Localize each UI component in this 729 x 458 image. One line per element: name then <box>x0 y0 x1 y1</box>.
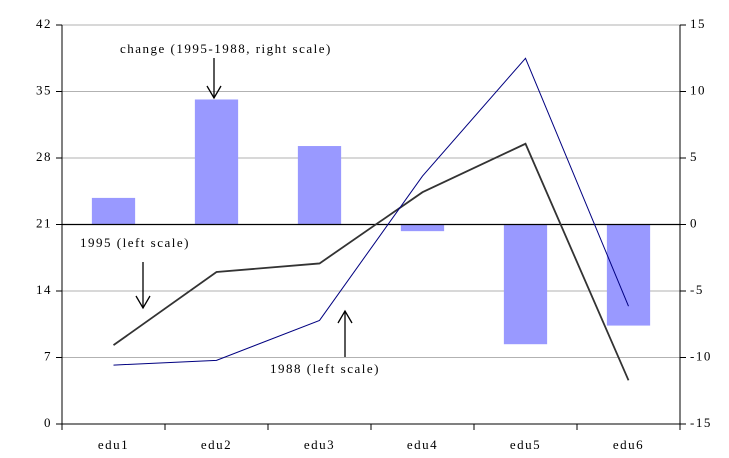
y2-tick-label: 15 <box>690 16 706 31</box>
y2-tick-label: -15 <box>690 415 712 430</box>
arrows <box>135 58 353 357</box>
y2-tick-label: -5 <box>690 282 704 297</box>
y2-tick-label: 0 <box>690 215 698 230</box>
annotation: 1988 (left scale) <box>270 361 380 376</box>
x-tick-label: edu5 <box>510 437 541 452</box>
y-tick-label: 14 <box>36 282 52 297</box>
annotation: 1995 (left scale) <box>80 235 190 250</box>
y2-tick-label: 5 <box>690 149 698 164</box>
y-tick-label: 42 <box>36 16 52 31</box>
bar <box>91 197 136 225</box>
y-tick-label: 28 <box>36 149 52 164</box>
bar <box>503 224 548 345</box>
annotation: change (1995-1988, right scale) <box>120 41 332 56</box>
y2-tick-label: -10 <box>690 348 712 363</box>
arrow-head <box>337 309 353 324</box>
y2-tick-label: 10 <box>690 82 706 97</box>
bar <box>606 224 651 326</box>
bar <box>194 99 239 225</box>
line <box>113 57 629 366</box>
x-tick-label: edu3 <box>304 437 335 452</box>
arrow-head <box>206 85 222 100</box>
line <box>112 142 630 381</box>
x-tick-label: edu2 <box>201 437 232 452</box>
arrow-head <box>135 295 151 310</box>
bar <box>297 146 342 225</box>
y-tick-label: 0 <box>44 415 52 430</box>
x-tick-label: edu4 <box>407 437 438 452</box>
bar <box>400 224 445 232</box>
x-tick-label: edu1 <box>98 437 129 452</box>
y-tick-label: 35 <box>36 82 52 97</box>
y-tick-label: 7 <box>44 348 52 363</box>
y-tick-label: 21 <box>36 215 52 230</box>
x-tick-label: edu6 <box>613 437 644 452</box>
